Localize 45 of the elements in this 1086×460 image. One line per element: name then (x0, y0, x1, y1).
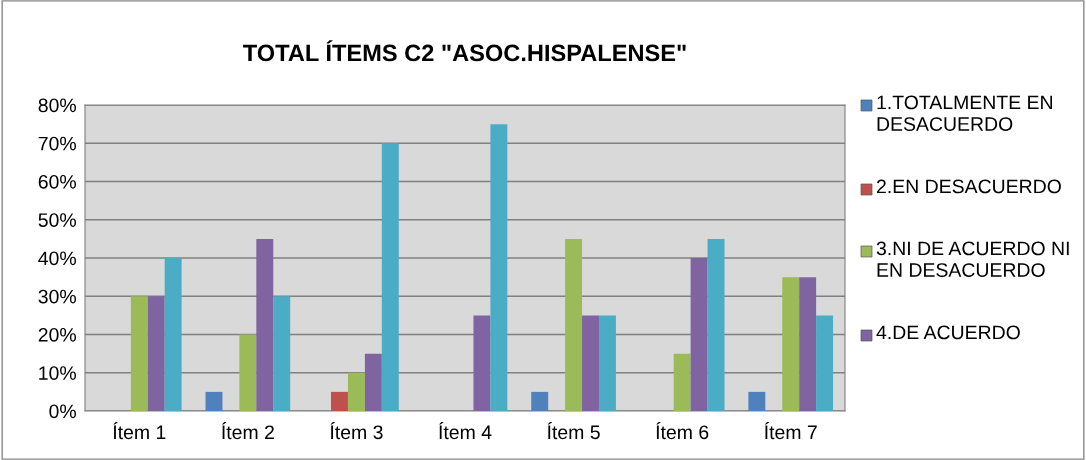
y-tick-label: 30% (38, 289, 76, 304)
bar (582, 315, 599, 411)
y-tick-label: 50% (38, 213, 76, 227)
bar (364, 353, 382, 411)
bar (164, 258, 182, 411)
bar (531, 391, 549, 411)
y-tick-label: 40% (38, 251, 76, 266)
bar (147, 296, 165, 411)
y-tick-label: 10% (39, 366, 76, 380)
x-tick-label: Ítem 2 (222, 422, 274, 440)
x-tick-label: Ítem 4 (439, 422, 492, 440)
legend-label: 2.EN DESACUERDO (876, 179, 1061, 194)
y-tick-label: 20% (38, 327, 76, 342)
x-tick-label: Ítem 6 (656, 422, 709, 440)
bar (381, 143, 399, 411)
x-tick-label: Ítem 3 (330, 422, 383, 440)
legend-label: 4.DE ACUERDO (876, 325, 1020, 340)
bar (331, 391, 348, 411)
bar (707, 238, 725, 411)
bar (256, 238, 274, 411)
legend-label: 3.NI DE ACUERDO NI EN DESACUERDO (876, 241, 1069, 277)
bar (490, 124, 508, 411)
x-tick-label: Ítem 7 (765, 422, 817, 440)
y-tick-label: 70% (38, 136, 76, 151)
bar (673, 353, 691, 411)
bar (748, 391, 766, 411)
legend-label: 1.TOTALMENTE EN DESACUERDO (877, 95, 1052, 131)
bar (816, 315, 834, 411)
bar (239, 334, 257, 411)
bar (565, 238, 583, 411)
bar (205, 391, 223, 411)
chart-title: TOTAL ÍTEMS C2 "ASOC.HISPALENSE" (243, 40, 686, 62)
y-tick-label: 80% (38, 98, 76, 113)
bar (130, 296, 148, 411)
y-tick-label: 60% (38, 174, 76, 189)
bar (799, 277, 817, 411)
bar (273, 296, 291, 411)
bar (598, 315, 616, 411)
y-tick-label: 0% (49, 404, 76, 419)
x-tick-label: Ítem 5 (547, 422, 600, 440)
bar (782, 277, 800, 411)
bar (473, 315, 491, 411)
bar (347, 372, 365, 411)
x-tick-label: Ítem 1 (113, 422, 166, 440)
bar (690, 258, 708, 411)
